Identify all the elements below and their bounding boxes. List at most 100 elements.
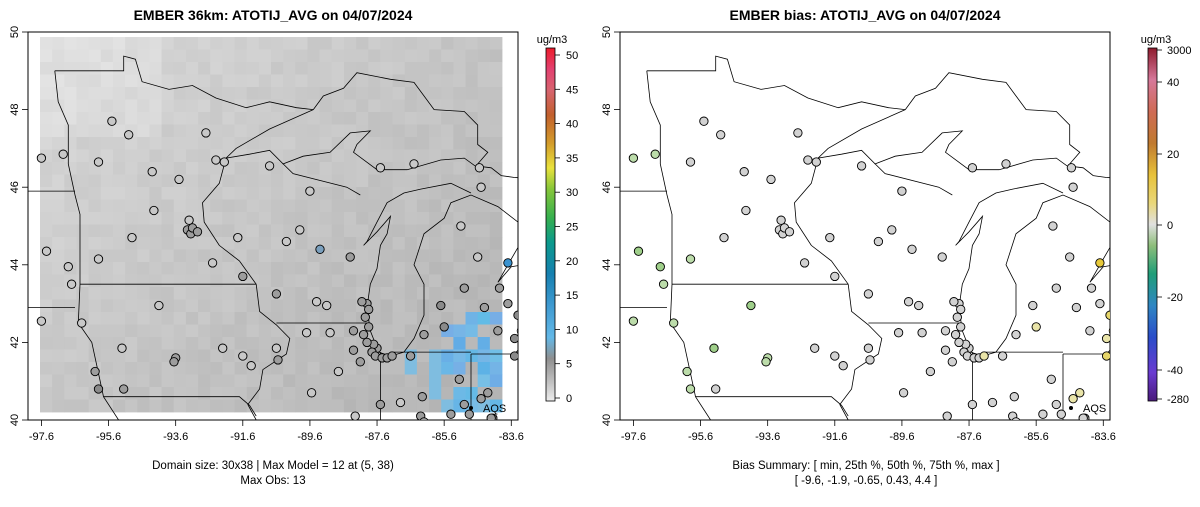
right-panel: EMBER bias: ATOTIJ_AVG on 04/07/2024 AQS… [601,7,1191,487]
colorbar-tick-label: 25 [566,222,578,234]
station-marker [925,366,936,377]
station-marker [1009,392,1019,402]
station-marker [36,153,47,163]
right-x-axis: -97.6 -95.6 -93.6 -91.6 -89.6 -87.6 -85.6 -83.6 [621,420,1116,443]
right-title: EMBER bias: ATOTIJ_AVG on 04/07/2024 [729,7,1000,23]
station-marker [527,329,535,337]
boundary-line [646,55,906,110]
left-panel: EMBER 36km: ATOTIJ_AVG on 04/07/2024 AQS… [9,7,586,487]
boundary-line [247,284,291,420]
colorbar-tick-label: 30 [566,187,578,199]
station-marker [685,384,696,394]
station-marker [997,351,1008,361]
station-marker [486,413,496,420]
station-marker [907,244,917,254]
station-marker [810,343,820,353]
station-marker [1011,417,1021,420]
station-marker [184,215,194,225]
x-tick-label: -89.6 [889,431,914,443]
station-marker [1119,329,1127,337]
station-marker [709,343,719,353]
station-marker [917,328,927,338]
station-marker [357,297,367,307]
colorbar-tick-label: 0 [1167,220,1173,232]
station-marker [149,205,159,216]
boundary-line [77,284,119,420]
y-tick-label: 40 [9,414,21,426]
y-tick-label: 40 [601,414,613,426]
colorbar-tick-label: 40 [566,119,578,131]
station-marker [830,271,840,282]
station-marker [1038,409,1048,419]
station-marker [169,357,179,367]
y-tick-label: 46 [9,181,21,193]
station-marker [524,325,532,333]
station-marker [350,411,360,420]
station-marker [1028,300,1038,311]
station-marker [578,373,586,381]
x-tick-label: -97.6 [29,431,54,443]
station-marker [58,149,68,159]
station-marker [825,232,835,243]
station-marker [956,322,966,332]
station-marker [192,227,203,237]
station-marker [456,221,466,231]
station-marker [301,328,312,338]
station-marker [479,302,490,313]
colorbar-tick-label: 40 [1167,77,1179,89]
station-marker [211,155,221,165]
station-marker [476,394,486,404]
station-marker [655,262,665,272]
station-marker [36,316,47,326]
station-marker [439,322,449,332]
boundary-line [54,55,314,110]
station-marker [716,130,726,140]
boundary-line [646,70,673,285]
x-tick-label: -97.6 [621,431,646,443]
station-marker [897,186,907,196]
x-tick-label: -93.6 [163,431,188,443]
station-marker [739,167,749,177]
station-marker [41,246,52,256]
boundary-line [103,396,257,417]
station-marker [375,163,386,173]
station-marker [90,366,100,377]
station-marker [1075,388,1085,398]
left-footer-line1: Domain size: 30x38 | Max Model = 12 at (… [152,460,394,472]
station-marker [1108,327,1110,334]
station-marker [1078,413,1088,420]
station-marker [1126,338,1134,346]
colorbar-tick-label: 5 [566,359,572,371]
station-marker [952,312,962,322]
station-marker [348,326,359,336]
station-marker [362,337,372,348]
station-marker [761,357,771,367]
x-tick-label: -89.6 [297,431,322,443]
station-marker [306,388,317,398]
station-marker [1051,399,1061,410]
station-marker [1056,409,1066,419]
station-marker [527,352,535,360]
station-marker [409,159,419,169]
station-marker [77,318,87,328]
station-marker [93,157,104,167]
station-marker [315,244,325,254]
boundary-line [839,284,883,420]
station-marker [1085,326,1095,336]
station-marker [271,343,282,353]
station-marker [127,232,137,243]
right-footer-line2: [ -9.6, -1.9, -0.65, 0.43, 4.4 ] [795,475,938,487]
station-marker [348,345,359,355]
station-marker [633,246,644,256]
station-marker [893,328,904,338]
station-marker [364,304,374,315]
station-marker [295,225,305,235]
left-aqs-marker: AQS [469,403,506,415]
boundary-line [54,70,81,285]
station-marker [207,258,218,268]
station-marker [527,416,535,424]
x-tick-label: -85.6 [1024,431,1049,443]
station-marker [776,215,786,225]
station-marker [395,397,406,408]
station-marker [355,357,365,367]
